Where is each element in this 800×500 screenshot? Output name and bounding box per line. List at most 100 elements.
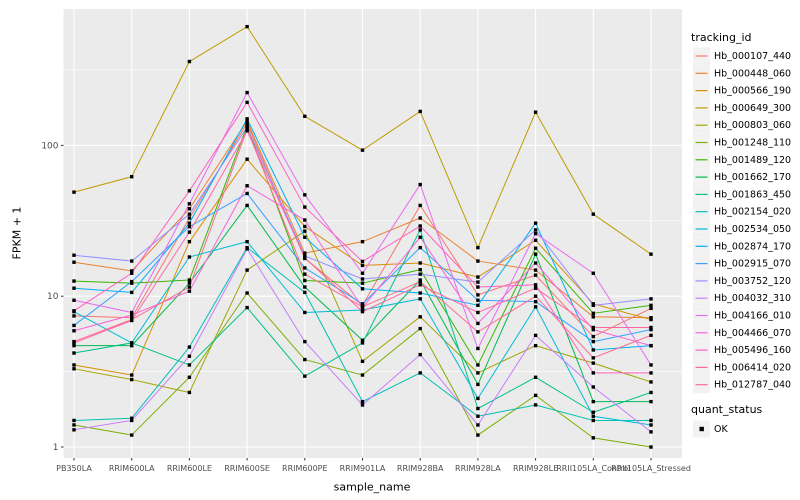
data-point (476, 310, 480, 315)
data-point (418, 109, 422, 114)
data-point (303, 278, 307, 283)
data-point (72, 363, 76, 367)
data-point (187, 189, 192, 193)
data-point (245, 24, 249, 29)
data-point (130, 377, 134, 382)
data-point (476, 298, 480, 302)
data-point (533, 286, 538, 290)
data-point (245, 119, 249, 123)
data-point (245, 268, 249, 272)
legend-label: Hb_000649_300 (714, 103, 791, 114)
data-point (418, 326, 422, 331)
data-point (476, 371, 480, 375)
data-point (72, 339, 76, 344)
data-point (418, 272, 422, 276)
legend-label: Hb_004032_310 (714, 293, 791, 304)
data-point (649, 380, 653, 384)
data-point (533, 273, 538, 277)
data-point (187, 212, 192, 216)
data-point (591, 410, 595, 414)
legend-title-tracking-id: tracking_id (691, 31, 752, 44)
data-point (303, 266, 307, 270)
data-point (245, 121, 249, 126)
data-point (130, 259, 134, 263)
data-point (360, 277, 365, 281)
data-point (591, 339, 595, 344)
data-point (591, 315, 595, 319)
data-point (533, 283, 538, 287)
data-point (533, 294, 538, 298)
legend-label: Hb_004466_070 (714, 328, 791, 339)
data-point (533, 299, 538, 304)
legend-title-quant-status: quant_status (691, 403, 763, 416)
legend-label: Hb_001662_170 (714, 172, 791, 183)
data-point (360, 403, 365, 407)
x-tick-label: RRII105LA_Stressed (611, 464, 691, 473)
data-point (360, 271, 365, 275)
legend-label: Hb_003752_120 (714, 276, 791, 287)
x-axis-title: sample_name (333, 480, 411, 494)
data-point (476, 414, 480, 418)
data-point (360, 341, 365, 345)
legend-label: Hb_012787_040 (714, 380, 791, 391)
data-point (303, 254, 307, 258)
data-point (72, 190, 76, 194)
data-point (418, 203, 422, 208)
data-point (476, 406, 480, 411)
data-point (130, 175, 134, 179)
data-point (360, 399, 365, 404)
data-point (245, 90, 249, 95)
data-point (533, 268, 538, 272)
data-point (649, 303, 653, 308)
data-point (245, 247, 249, 251)
data-point (72, 418, 76, 423)
data-point (130, 343, 134, 348)
data-point (476, 382, 480, 387)
data-point (418, 297, 422, 301)
data-point (591, 356, 595, 360)
legend-label: Hb_001489_120 (714, 155, 791, 166)
data-point (360, 309, 365, 314)
data-point (533, 375, 538, 379)
data-point (360, 305, 365, 309)
data-point (649, 363, 653, 367)
data-point (591, 371, 595, 375)
data-point (303, 193, 307, 197)
x-tick-label: RRIM600LA (109, 464, 155, 473)
data-point (649, 418, 653, 423)
data-point (72, 323, 76, 328)
data-point (245, 184, 249, 188)
data-point (130, 310, 134, 315)
data-point (187, 289, 192, 293)
data-point (187, 375, 192, 379)
data-point (303, 339, 307, 344)
x-tick-label: RRIM600SE (224, 464, 270, 473)
data-point (187, 345, 192, 349)
data-point (476, 396, 480, 401)
data-point (649, 306, 653, 311)
data-point (72, 298, 76, 302)
data-point (130, 269, 134, 273)
x-tick-label: PB350LA (56, 464, 92, 473)
data-point (245, 239, 249, 244)
data-point (649, 445, 653, 449)
legend-label: Hb_005496_160 (714, 345, 791, 356)
data-point (303, 285, 307, 289)
data-point (533, 252, 538, 256)
legend-label: Hb_000566_190 (714, 86, 791, 97)
data-point (360, 281, 365, 285)
data-point (476, 259, 480, 263)
data-point (418, 224, 422, 228)
data-point (303, 224, 307, 229)
data-point (591, 334, 595, 339)
y-tick-label: 100 (41, 141, 58, 151)
data-point (303, 251, 307, 255)
y-tick-label: 10 (47, 292, 59, 302)
data-point (591, 436, 595, 440)
data-point (476, 433, 480, 437)
data-point (245, 203, 249, 208)
data-point (245, 305, 249, 310)
data-point (591, 311, 595, 316)
data-point (418, 279, 422, 284)
